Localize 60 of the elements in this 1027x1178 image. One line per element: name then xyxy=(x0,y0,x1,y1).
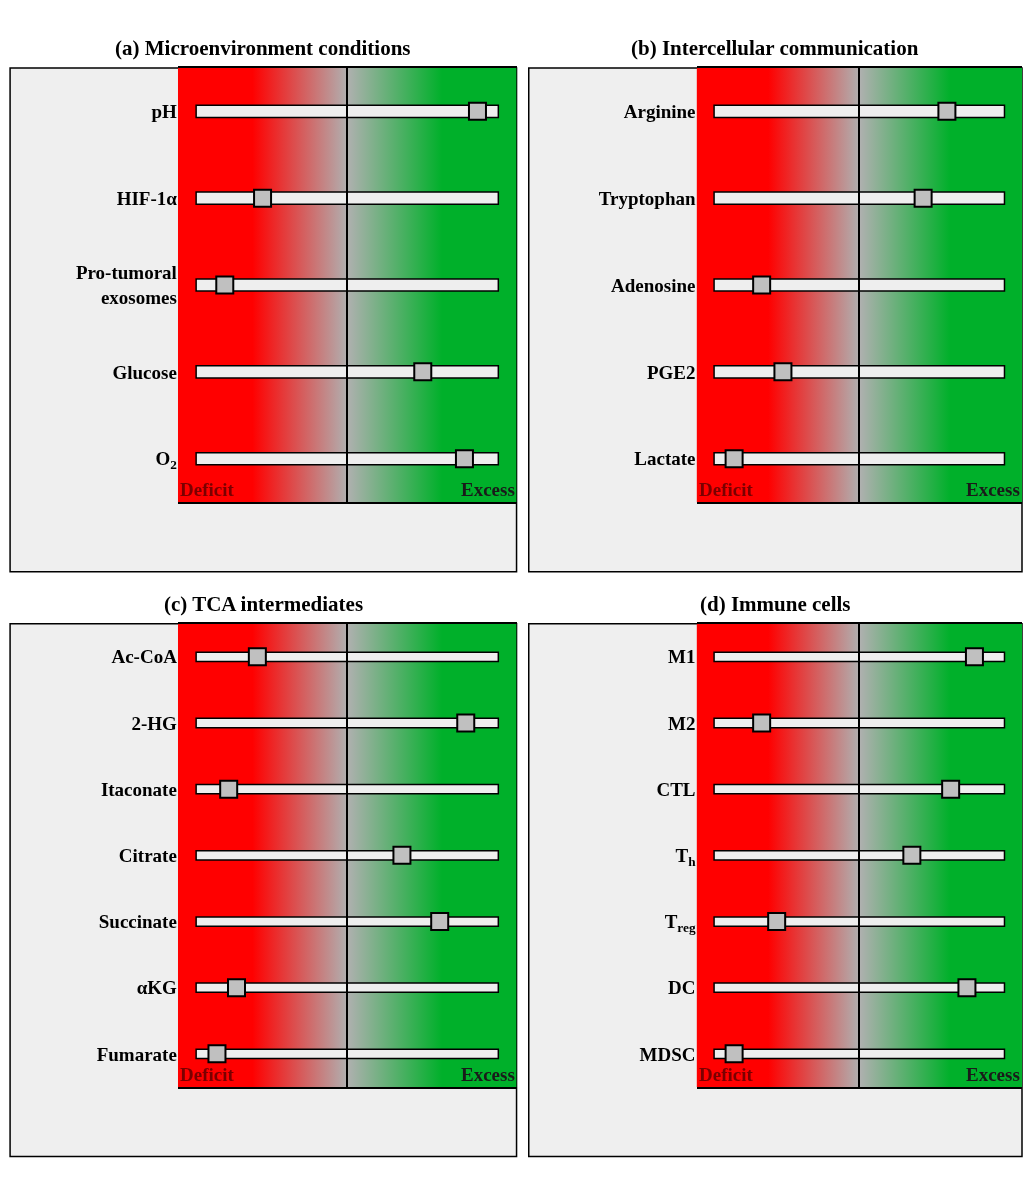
point xyxy=(957,978,977,998)
chart-title: (a) Microenvironment conditions xyxy=(115,36,411,60)
annotation: Deficit xyxy=(699,1064,754,1085)
chart-title: (b) Intercellular communication xyxy=(631,36,919,60)
y-tick-label: 2-HG xyxy=(131,712,178,734)
y-tick-label: Glucose xyxy=(112,361,177,383)
chart-title: (c) TCA intermediates xyxy=(164,592,364,616)
point xyxy=(724,1044,744,1064)
point xyxy=(913,188,933,208)
point xyxy=(767,912,787,932)
y-tick-label: Arginine xyxy=(623,100,696,122)
point xyxy=(392,845,412,865)
y-tick-label: T$_{reg}$ xyxy=(664,911,696,936)
point xyxy=(467,101,487,121)
chart-title: (d) Immune cells xyxy=(700,592,851,616)
point xyxy=(227,978,246,998)
point xyxy=(937,101,957,121)
point xyxy=(253,188,273,208)
y-tick-label: MDSC xyxy=(639,1043,696,1065)
y-tick-label: M2 xyxy=(668,712,696,734)
y-tick-label: Ac-CoA xyxy=(111,646,178,668)
point xyxy=(964,647,984,667)
y-tick-label: DC xyxy=(668,977,696,999)
point xyxy=(247,647,267,667)
point xyxy=(454,449,474,469)
y-tick-label: Pro-tumoral exosomes xyxy=(75,262,177,309)
y-tick-label: PGE2 xyxy=(647,361,696,383)
point xyxy=(456,713,476,733)
point xyxy=(724,449,744,469)
y-tick-label: T$_{h}$ xyxy=(675,844,697,869)
annotation: Deficit xyxy=(180,479,235,500)
annotation: Deficit xyxy=(180,1064,235,1085)
point xyxy=(752,275,772,295)
y-tick-label: O$_{2}$ xyxy=(155,448,178,473)
y-tick-label: M1 xyxy=(668,646,696,668)
y-tick-label: Succinate xyxy=(98,911,177,933)
y-tick-label: Adenosine xyxy=(611,274,696,296)
y-tick-label: HIF-1α xyxy=(116,187,178,209)
y-tick-label: Citrate xyxy=(118,844,177,866)
text: Excess xyxy=(966,479,1020,500)
point xyxy=(219,779,239,799)
point xyxy=(941,779,961,799)
y-tick-label: αKG xyxy=(136,977,178,999)
point xyxy=(430,912,450,932)
y-tick-label: Itaconate xyxy=(100,778,177,800)
annotation: Excess xyxy=(461,1064,515,1085)
point xyxy=(773,362,793,382)
point xyxy=(215,275,235,295)
y-tick-label: Lactate xyxy=(634,448,696,470)
y-tick-label: Fumarate xyxy=(96,1043,177,1065)
point xyxy=(207,1044,227,1064)
y-tick-label: Tryptophan xyxy=(598,187,696,209)
point xyxy=(413,362,433,382)
annotation: Excess xyxy=(966,1064,1020,1085)
point xyxy=(902,845,922,865)
point xyxy=(752,713,772,733)
y-tick-label: pH xyxy=(151,100,178,122)
annotation: Excess xyxy=(461,479,515,500)
annotation: Deficit xyxy=(699,479,754,500)
y-tick-label: CTL xyxy=(656,778,696,800)
